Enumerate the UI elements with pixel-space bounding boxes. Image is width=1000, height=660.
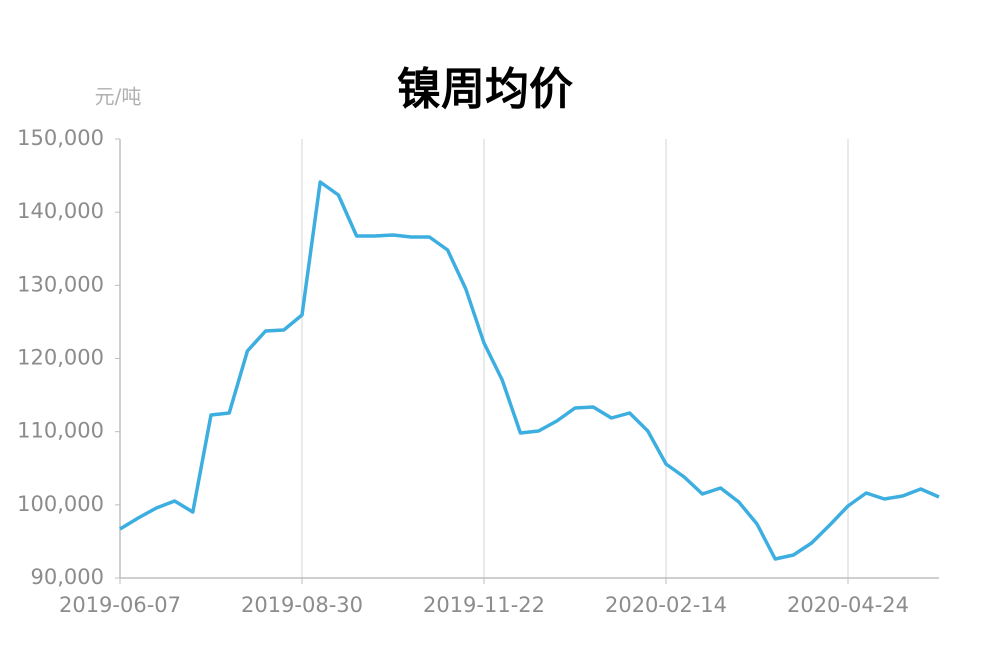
y-tick-label: 100,000	[17, 492, 104, 516]
y-tick-label: 110,000	[17, 419, 104, 443]
chart-title: 镍周均价	[397, 64, 573, 115]
y-tick-label: 90,000	[31, 565, 104, 589]
x-tick-label: 2020-02-14	[605, 593, 727, 617]
y-tick-label: 120,000	[17, 346, 104, 370]
x-tick-label: 2019-06-07	[59, 593, 181, 617]
y-tick-label: 130,000	[17, 272, 104, 296]
y-tick-label: 140,000	[17, 199, 104, 223]
x-tick-label: 2019-08-30	[241, 593, 363, 617]
line-series	[119, 180, 940, 561]
x-tick-label: 2020-04-24	[787, 593, 909, 617]
y-unit: 元/吨	[95, 85, 142, 109]
x-tick-label: 2019-11-22	[423, 593, 545, 617]
y-tick-label: 150,000	[17, 126, 104, 150]
